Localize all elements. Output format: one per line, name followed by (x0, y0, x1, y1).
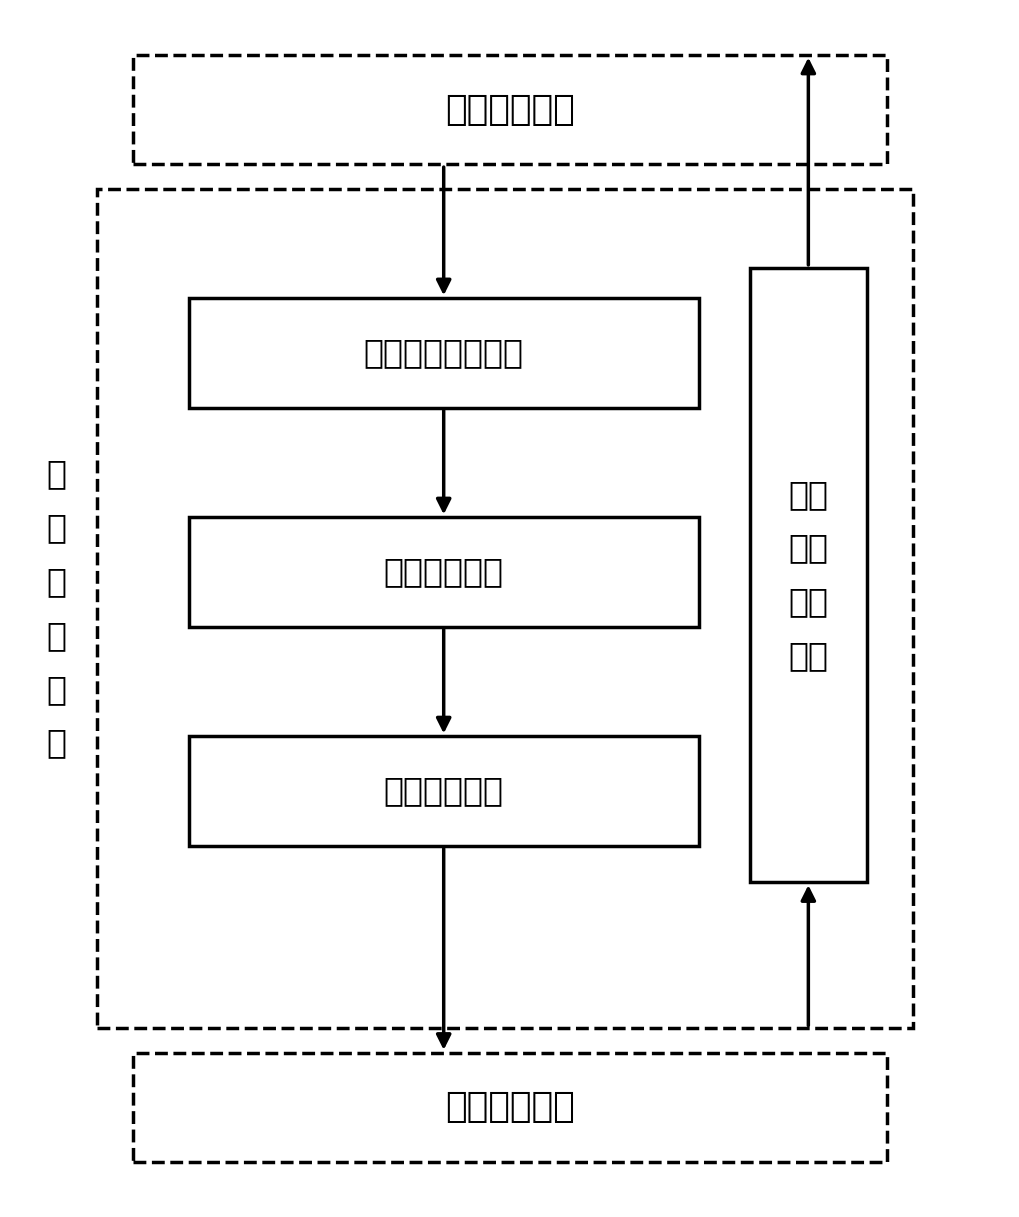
Bar (749, 268, 866, 882)
Text: 参数计算部分: 参数计算部分 (444, 92, 575, 127)
Text: 数据解析模块: 数据解析模块 (383, 774, 503, 808)
Bar (97, 189, 912, 1028)
Bar (132, 1053, 887, 1162)
Bar (189, 517, 698, 627)
Text: 数据封装下发模块: 数据封装下发模块 (364, 336, 523, 370)
Bar (132, 55, 887, 164)
Text: 信号生成部分: 信号生成部分 (444, 1090, 575, 1125)
Bar (189, 736, 698, 846)
Text: 中断
信号
传输
模块: 中断 信号 传输 模块 (788, 478, 827, 672)
Text: 数据接收模块: 数据接收模块 (383, 555, 503, 589)
Text: 数
据
通
信
部
分: 数 据 通 信 部 分 (46, 458, 66, 759)
Bar (189, 298, 698, 408)
